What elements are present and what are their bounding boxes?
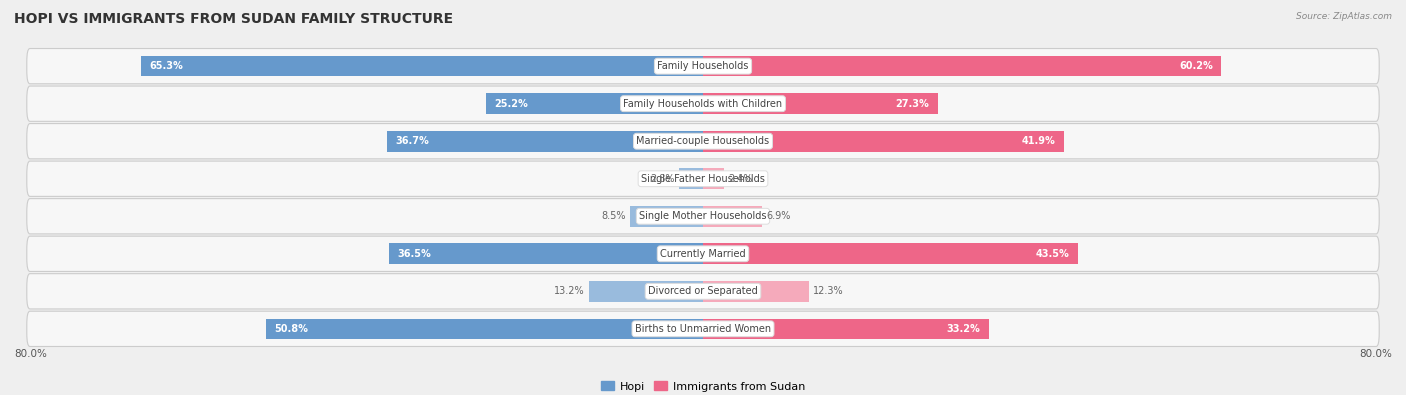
Bar [387,131,703,152]
Bar [703,56,1222,77]
Bar [141,56,703,77]
FancyBboxPatch shape [27,161,1379,196]
Bar [703,93,938,114]
Text: 80.0%: 80.0% [1360,350,1392,359]
Text: Married-couple Households: Married-couple Households [637,136,769,146]
FancyBboxPatch shape [27,86,1379,121]
Bar [486,93,703,114]
FancyBboxPatch shape [27,274,1379,309]
Bar [679,168,703,189]
Bar [703,281,808,302]
Bar [388,243,703,264]
FancyBboxPatch shape [27,199,1379,234]
Text: 60.2%: 60.2% [1180,61,1213,71]
Bar [266,318,703,339]
Bar [703,131,1064,152]
FancyBboxPatch shape [27,236,1379,271]
Text: Currently Married: Currently Married [661,249,745,259]
Bar [703,206,762,227]
FancyBboxPatch shape [27,49,1379,84]
Text: Single Father Households: Single Father Households [641,174,765,184]
Text: Family Households: Family Households [658,61,748,71]
Bar [703,168,724,189]
Text: 36.7%: 36.7% [395,136,429,146]
Bar [703,318,988,339]
Text: 2.4%: 2.4% [728,174,752,184]
Text: Family Households with Children: Family Households with Children [623,99,783,109]
Text: 80.0%: 80.0% [14,350,46,359]
Bar [703,243,1077,264]
Text: 6.9%: 6.9% [766,211,792,221]
Text: HOPI VS IMMIGRANTS FROM SUDAN FAMILY STRUCTURE: HOPI VS IMMIGRANTS FROM SUDAN FAMILY STR… [14,12,453,26]
Text: 33.2%: 33.2% [946,324,980,334]
Text: 27.3%: 27.3% [896,99,929,109]
Text: Source: ZipAtlas.com: Source: ZipAtlas.com [1296,12,1392,21]
Text: 41.9%: 41.9% [1022,136,1056,146]
FancyBboxPatch shape [27,311,1379,346]
Text: 43.5%: 43.5% [1035,249,1069,259]
Text: 50.8%: 50.8% [274,324,308,334]
Text: 13.2%: 13.2% [554,286,585,296]
Text: 2.8%: 2.8% [650,174,675,184]
Legend: Hopi, Immigrants from Sudan: Hopi, Immigrants from Sudan [596,377,810,395]
Bar [630,206,703,227]
Text: Divorced or Separated: Divorced or Separated [648,286,758,296]
Bar [589,281,703,302]
Text: 12.3%: 12.3% [813,286,844,296]
Text: 8.5%: 8.5% [600,211,626,221]
Text: Single Mother Households: Single Mother Households [640,211,766,221]
Text: 36.5%: 36.5% [398,249,432,259]
Text: Births to Unmarried Women: Births to Unmarried Women [636,324,770,334]
Text: 65.3%: 65.3% [149,61,183,71]
Text: 25.2%: 25.2% [495,99,529,109]
FancyBboxPatch shape [27,124,1379,159]
